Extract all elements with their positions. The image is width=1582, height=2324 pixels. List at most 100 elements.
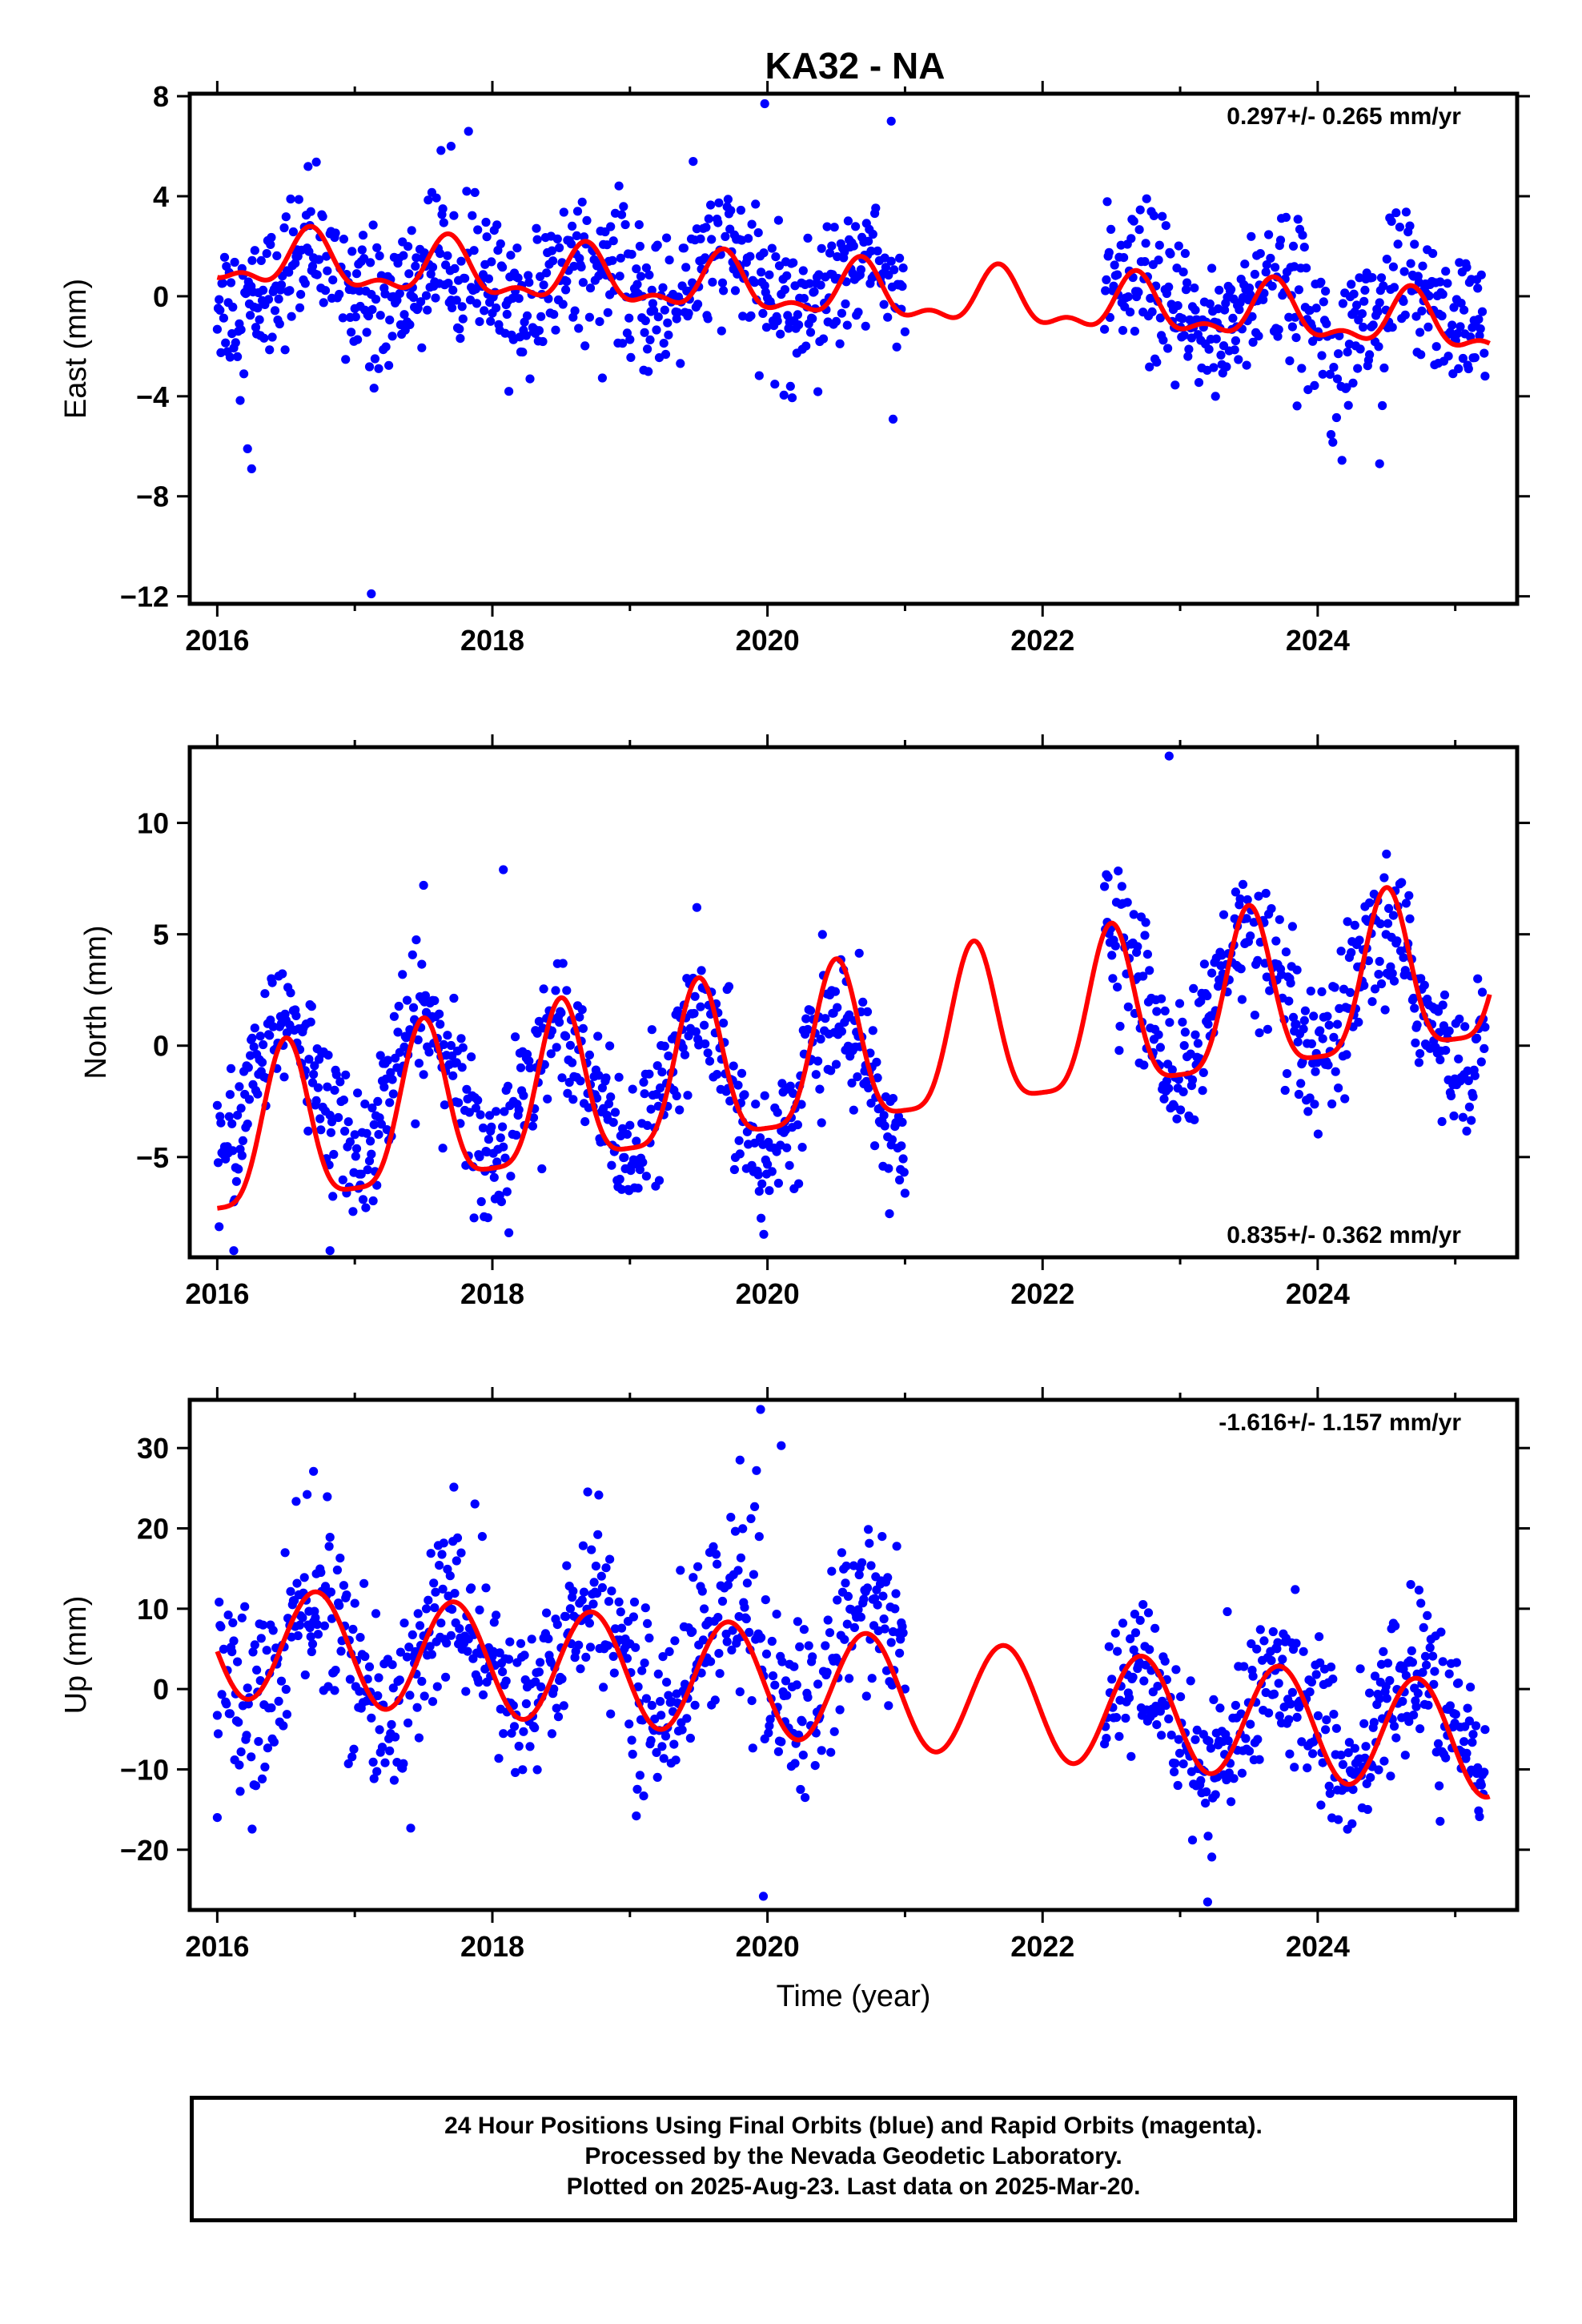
data-point <box>574 324 584 333</box>
data-point <box>1477 987 1488 997</box>
data-point <box>452 1556 461 1566</box>
data-point <box>243 1120 252 1129</box>
data-point <box>1407 1646 1416 1655</box>
data-point <box>1252 1644 1262 1654</box>
data-point <box>492 1157 502 1167</box>
data-point <box>1176 1105 1186 1115</box>
data-point <box>1235 305 1244 315</box>
y-tick-label: 20 <box>137 1513 169 1546</box>
data-point <box>1391 1621 1400 1630</box>
data-point <box>1281 212 1291 222</box>
data-point <box>733 1566 743 1575</box>
data-point <box>388 1683 398 1693</box>
data-point <box>568 1058 577 1068</box>
data-point <box>291 259 300 268</box>
data-point <box>439 1039 448 1049</box>
data-point <box>1399 296 1408 306</box>
data-point <box>330 1686 339 1695</box>
data-point <box>1290 1763 1299 1772</box>
data-point <box>1133 942 1142 951</box>
data-point <box>1349 289 1359 299</box>
data-point <box>402 995 412 1005</box>
data-point <box>790 1759 800 1768</box>
data-point <box>1428 1651 1438 1661</box>
data-point <box>1130 327 1139 336</box>
data-point <box>1201 1799 1211 1808</box>
data-point <box>1473 1763 1483 1772</box>
data-point <box>1250 1011 1259 1020</box>
data-point <box>347 247 357 256</box>
data-point <box>319 298 328 308</box>
data-point <box>279 1721 288 1731</box>
data-point <box>745 1627 754 1637</box>
data-point <box>587 1545 596 1554</box>
data-point <box>1480 1023 1490 1032</box>
data-point <box>818 334 829 344</box>
data-point <box>291 1497 301 1506</box>
data-point <box>843 1591 853 1601</box>
data-point <box>1139 1676 1149 1686</box>
data-point <box>1307 1039 1316 1048</box>
data-point <box>1387 968 1397 979</box>
data-point <box>1454 1678 1464 1688</box>
data-point <box>1288 241 1299 251</box>
data-point <box>678 1043 688 1052</box>
data-point <box>634 220 644 230</box>
data-point <box>1273 1638 1283 1647</box>
data-point <box>862 1583 873 1593</box>
data-point <box>270 306 280 316</box>
data-point <box>1307 1677 1316 1687</box>
data-point <box>864 236 873 246</box>
data-point <box>419 880 428 891</box>
data-point <box>584 312 595 322</box>
data-point <box>455 1624 464 1634</box>
data-point <box>1334 349 1343 359</box>
data-point <box>891 1589 901 1598</box>
data-point <box>536 1658 545 1667</box>
data-point <box>1350 1743 1359 1753</box>
data-point <box>701 223 711 232</box>
data-point <box>725 1096 735 1106</box>
data-point <box>1389 283 1399 292</box>
data-point <box>1267 281 1277 291</box>
data-point <box>558 959 568 968</box>
data-point <box>886 256 896 266</box>
data-point <box>558 300 568 309</box>
data-point <box>353 335 363 344</box>
data-point <box>496 1133 505 1143</box>
data-point <box>1446 1091 1456 1100</box>
data-point <box>381 342 391 352</box>
data-point <box>662 233 672 243</box>
data-point <box>1475 1811 1484 1822</box>
data-point <box>385 1746 395 1755</box>
data-point <box>1313 1129 1323 1139</box>
data-point <box>1185 315 1195 324</box>
data-point <box>1145 966 1154 975</box>
data-point <box>391 1732 400 1742</box>
x-tick-label: 2022 <box>1010 1930 1074 1963</box>
data-point <box>477 1532 488 1542</box>
data-point <box>381 1074 391 1084</box>
data-point <box>1150 1623 1160 1633</box>
data-point <box>801 1793 810 1803</box>
data-point <box>632 1136 641 1146</box>
data-point <box>481 1583 491 1593</box>
x-tick-label: 2020 <box>736 1930 800 1963</box>
data-point <box>326 1128 335 1137</box>
data-point <box>219 1644 228 1654</box>
data-point <box>574 1640 584 1650</box>
data-point <box>320 286 331 296</box>
data-point <box>765 270 774 279</box>
data-point <box>616 210 627 219</box>
data-point <box>864 1083 873 1093</box>
data-point <box>373 1096 383 1106</box>
data-point <box>1357 309 1367 319</box>
data-point <box>1305 1093 1315 1103</box>
data-point <box>1123 292 1133 302</box>
data-point <box>1124 1693 1134 1703</box>
data-point <box>504 1228 514 1237</box>
data-point <box>696 1002 705 1011</box>
data-point <box>697 1668 706 1678</box>
data-point <box>348 1624 358 1634</box>
data-point <box>1311 1670 1321 1679</box>
